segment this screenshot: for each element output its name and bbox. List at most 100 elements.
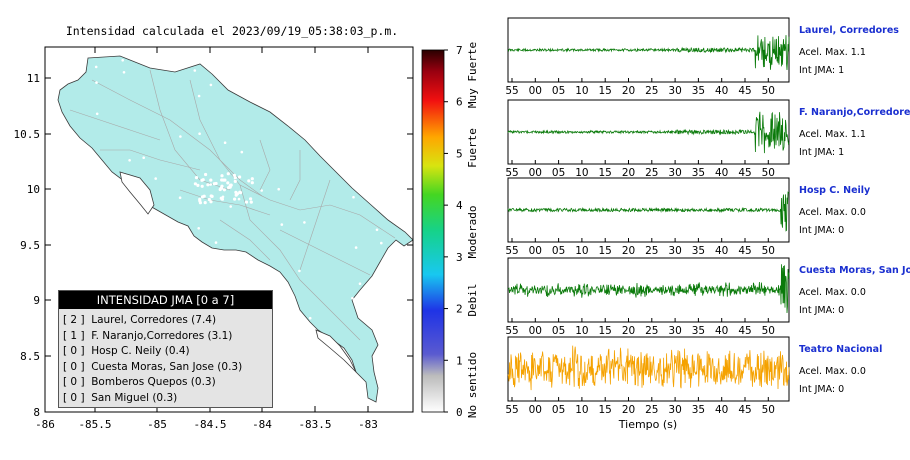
trace-tick-label: 15 <box>599 167 612 179</box>
trace-tick-label: 05 <box>552 404 565 416</box>
city-dot <box>226 75 230 79</box>
city-dot <box>142 156 145 159</box>
colorbar-level-label: Fuerte <box>466 128 479 168</box>
station-name: Laurel, Corredores <box>799 25 899 36</box>
map-x-tick-label: -85.5 <box>78 418 111 431</box>
city-dot <box>158 219 161 223</box>
city-dot <box>375 228 379 232</box>
city-dot <box>204 172 208 177</box>
station-acel: Acel. Max. 0.0 <box>799 287 866 298</box>
city-dot <box>237 197 241 201</box>
trace-tick-label: 05 <box>552 325 565 337</box>
city-dot <box>233 197 237 201</box>
city-dot <box>214 241 218 244</box>
colorbar-tick-label: 5 <box>456 147 463 160</box>
trace-tick-label: 30 <box>668 245 681 257</box>
legend-list: [ 2 ] Laurel, Corredores (7.4) [ 1 ] F. N… <box>59 309 272 406</box>
city-dot <box>209 83 213 87</box>
city-dot <box>280 223 284 226</box>
city-dot <box>268 87 272 90</box>
city-dot <box>249 197 253 201</box>
city-dot <box>197 94 201 98</box>
trace-tick-label: 25 <box>645 325 658 337</box>
map-x-tick-label: -84.5 <box>193 418 226 431</box>
trace-tick-label: 40 <box>715 404 728 416</box>
trace-tick-label: 15 <box>599 85 612 97</box>
trace-tick-label: 20 <box>622 167 635 179</box>
trace-tick-label: 10 <box>575 325 588 337</box>
map-x-tick-label: -83.5 <box>298 418 331 431</box>
city-dot <box>207 197 211 202</box>
trace-tick-label: 20 <box>622 404 635 416</box>
trace-tick-label: 30 <box>668 325 681 337</box>
city-dot <box>351 296 354 300</box>
trace-tick-label: 30 <box>668 404 681 416</box>
city-dot <box>121 59 124 62</box>
trace-tick-label: 50 <box>762 167 775 179</box>
trace-tick-label: 10 <box>575 245 588 257</box>
trace-frame <box>507 99 790 165</box>
city-dot <box>338 106 342 110</box>
trace-tick-label: 15 <box>599 404 612 416</box>
trace-tick-label: 10 <box>575 85 588 97</box>
city-dot <box>303 221 306 224</box>
trace-panel: 55 00 05 10 15 20 25 30 35 40 45 50 Cuesta Moras, Sa… <box>505 257 910 337</box>
city-dot <box>235 192 239 196</box>
city-dot <box>78 256 81 260</box>
city-dot <box>358 282 362 286</box>
city-dot <box>341 68 344 71</box>
map-y-tick-label: 11 <box>27 72 40 85</box>
trace-panel: 55 00 05 10 15 20 25 30 35 40 45 50 Hosp C. Neily Ace… <box>505 177 871 257</box>
colorbar-level-label: Debil <box>466 283 479 316</box>
city-dot <box>298 269 301 273</box>
map-y-tick-label: 10.5 <box>14 128 41 141</box>
trace-tick-label: 00 <box>529 404 542 416</box>
city-dot <box>95 112 99 116</box>
city-dot <box>203 201 207 205</box>
colorbar-level-label: Moderado <box>466 206 479 259</box>
city-dot <box>174 67 178 71</box>
city-dot <box>198 132 201 135</box>
city-dot <box>154 177 157 180</box>
trace-tick-label: 10 <box>575 167 588 179</box>
city-dot <box>220 197 224 201</box>
colorbar-tick-label: 0 <box>456 406 463 419</box>
map-y-tick-label: 8 <box>33 406 40 419</box>
map-x-tick-label: -85 <box>147 418 167 431</box>
trace-tick-label: 20 <box>622 245 635 257</box>
city-dot <box>380 241 383 245</box>
city-dot <box>334 117 338 121</box>
trace-tick-label: 05 <box>552 167 565 179</box>
colorbar-tick-label: 6 <box>456 96 463 109</box>
city-dot <box>240 150 244 154</box>
city-dot <box>222 188 226 192</box>
map-title: Intensidad calculada el 2023/09/19_05:38… <box>66 24 398 38</box>
colorbar-level-label: Muy Fuerte <box>466 42 479 108</box>
station-name: Teatro Nacional <box>799 344 882 355</box>
trace-tick-label: 05 <box>552 245 565 257</box>
trace-tick-label: 55 <box>505 404 518 416</box>
city-dot <box>194 176 199 180</box>
station-name: Cuesta Moras, San Jose <box>799 265 910 276</box>
trace-line <box>507 345 790 391</box>
trace-tick-label: 50 <box>762 85 775 97</box>
trace-tick-label: 55 <box>505 245 518 257</box>
city-dot <box>80 187 83 190</box>
city-dot <box>244 200 249 204</box>
trace-tick-label: 40 <box>715 245 728 257</box>
trace-tick-label: 25 <box>645 167 658 179</box>
station-int: Int JMA: 0 <box>799 305 844 316</box>
trace-tick-label: 45 <box>738 167 751 179</box>
city-dot <box>220 184 224 188</box>
station-int: Int JMA: 0 <box>799 384 844 395</box>
colorbar-tick-label: 1 <box>456 354 463 367</box>
city-dot <box>308 316 312 320</box>
city-dot <box>250 181 254 185</box>
map-x-tick-label: -86 <box>35 418 55 431</box>
trace-line <box>507 264 790 314</box>
trace-panel: 55 00 05 10 15 20 25 30 35 40 45 50 Laurel, Corredor… <box>505 17 899 97</box>
city-dot <box>277 187 281 191</box>
city-dot <box>221 178 225 182</box>
city-dot <box>260 189 264 192</box>
